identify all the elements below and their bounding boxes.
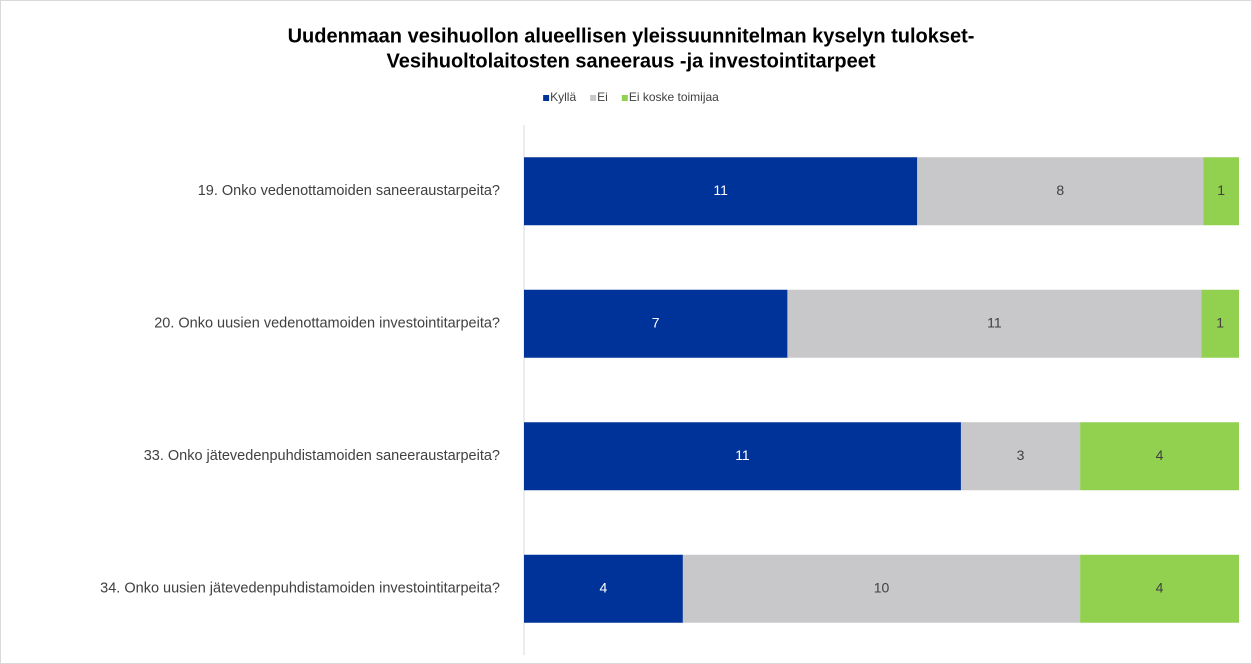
data-label: 10 xyxy=(874,579,890,595)
bar-segment xyxy=(524,422,961,491)
data-label: 1 xyxy=(1216,314,1224,330)
data-label: 4 xyxy=(600,579,608,595)
category-label: 34. Onko uusien jätevedenpuhdistamoiden … xyxy=(100,581,500,597)
bar-segment xyxy=(787,289,1202,358)
data-label: 4 xyxy=(1156,579,1164,595)
bar-segment xyxy=(524,157,918,226)
bar-segment xyxy=(1203,157,1239,226)
legend-swatch xyxy=(543,95,550,101)
legend-swatch xyxy=(621,95,628,101)
data-label: 11 xyxy=(713,182,728,198)
category-label: 33. Onko jätevedenpuhdistamoiden saneera… xyxy=(144,448,500,464)
data-label: 3 xyxy=(1017,447,1025,463)
legend-label: Kyllä xyxy=(550,90,576,104)
data-label: 11 xyxy=(987,314,1002,330)
bar-segment xyxy=(682,554,1081,623)
bar-segment xyxy=(524,289,788,358)
legend-label: Ei xyxy=(597,90,608,104)
bar-segment xyxy=(917,157,1204,226)
bar-segment xyxy=(524,554,683,623)
bar-segment xyxy=(1080,422,1239,491)
category-label: 20. Onko uusien vedenottamoiden investoi… xyxy=(154,316,500,332)
data-label: 1 xyxy=(1217,182,1225,198)
data-label: 11 xyxy=(735,447,750,463)
legend-swatch xyxy=(590,95,597,101)
chart-title: Uudenmaan vesihuollon alueellisen yleiss… xyxy=(288,25,975,47)
category-label: 19. Onko vedenottamoiden saneeraustarpei… xyxy=(198,183,500,199)
data-label: 8 xyxy=(1056,182,1064,198)
bar-segment xyxy=(1201,289,1239,358)
legend-label: Ei koske toimijaa xyxy=(629,90,719,104)
chart-title: Vesihuoltolaitosten saneeraus -ja invest… xyxy=(386,50,875,72)
bar-segment xyxy=(1080,554,1239,623)
bar-segment xyxy=(960,422,1081,491)
data-label: 4 xyxy=(1156,447,1164,463)
data-label: 7 xyxy=(652,314,660,330)
